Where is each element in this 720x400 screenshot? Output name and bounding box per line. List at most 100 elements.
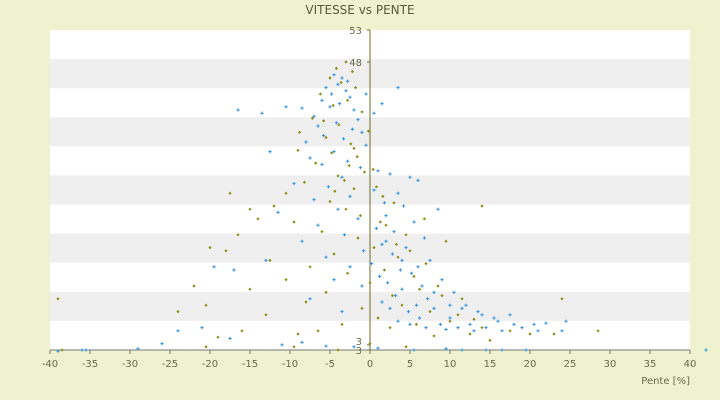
data-point-plus	[376, 169, 380, 173]
data-point-plus	[264, 258, 268, 262]
data-point-plus	[408, 322, 412, 326]
data-point-plus	[268, 150, 272, 154]
data-point-plus	[228, 336, 232, 341]
data-point-plus	[344, 89, 348, 93]
data-point-diamond	[404, 233, 408, 237]
y-tick-label: 3	[356, 346, 362, 357]
data-point-plus	[346, 159, 350, 163]
data-point-plus	[300, 340, 304, 344]
data-point-diamond	[528, 332, 532, 336]
data-point-plus	[320, 162, 324, 166]
data-point-plus	[406, 310, 410, 314]
x-axis-title: Pente [%]	[641, 376, 690, 387]
data-point-plus	[484, 348, 488, 352]
data-point-plus	[380, 300, 384, 304]
data-point-diamond	[508, 329, 512, 333]
x-tick-label: 35	[644, 359, 657, 370]
data-point-diamond	[596, 329, 600, 333]
data-point-plus	[308, 297, 312, 301]
data-point-diamond	[176, 310, 180, 314]
data-point-plus	[436, 207, 440, 211]
data-point-plus	[300, 106, 304, 110]
data-point-diamond	[324, 290, 328, 294]
data-point-diamond	[552, 332, 556, 336]
x-tick-label: -15	[242, 359, 258, 370]
data-point-plus	[492, 316, 496, 320]
data-point-diamond	[460, 297, 464, 301]
data-point-plus	[444, 347, 448, 351]
data-point-plus	[396, 86, 400, 90]
data-point-plus	[336, 207, 340, 211]
x-tick-label: 15	[484, 359, 497, 370]
data-point-diamond	[60, 348, 64, 352]
data-point-diamond	[332, 252, 336, 256]
data-point-diamond	[328, 199, 332, 204]
x-tick-label: -40	[42, 359, 58, 370]
x-tick-label: 40	[684, 359, 697, 370]
data-point-plus	[416, 178, 420, 182]
data-point-diamond	[352, 187, 356, 191]
data-point-diamond	[56, 297, 60, 301]
data-point-plus	[332, 150, 336, 154]
data-point-diamond	[356, 236, 360, 240]
data-point-plus	[304, 140, 308, 144]
data-point-plus	[432, 306, 436, 310]
data-point-plus	[424, 326, 428, 330]
data-points	[56, 60, 708, 353]
data-point-diamond	[337, 123, 341, 127]
data-point-diamond	[320, 230, 324, 234]
data-point-plus	[348, 194, 352, 198]
data-point-diamond	[371, 167, 375, 172]
data-point-diamond	[204, 345, 208, 349]
data-point-plus	[212, 265, 216, 269]
data-point-plus	[444, 327, 448, 332]
x-tick-label: 30	[604, 359, 617, 370]
data-point-plus	[472, 329, 476, 333]
data-point-plus	[460, 348, 464, 352]
data-point-plus	[340, 175, 344, 179]
x-tick-label: 20	[524, 359, 537, 370]
data-point-plus	[232, 268, 236, 272]
data-point-plus	[374, 226, 378, 230]
data-point-diamond	[333, 189, 337, 193]
data-point-plus	[400, 287, 404, 291]
data-point-diamond	[468, 332, 472, 336]
data-point-plus	[428, 258, 432, 262]
data-point-plus	[380, 242, 384, 246]
data-point-diamond	[349, 142, 353, 146]
data-point-plus	[200, 326, 204, 330]
data-point-plus	[326, 185, 330, 189]
data-point-plus	[564, 319, 568, 323]
data-point-diamond	[342, 178, 346, 182]
data-point-plus	[84, 348, 88, 352]
data-point-diamond	[272, 204, 276, 208]
data-point-plus	[280, 343, 284, 347]
data-point-plus	[176, 329, 180, 333]
data-point-diamond	[240, 329, 244, 333]
data-point-diamond	[330, 151, 334, 155]
x-tick-label: -30	[122, 359, 138, 370]
data-point-diamond	[314, 161, 318, 165]
data-point-diamond	[412, 274, 416, 278]
data-point-diamond	[388, 326, 392, 330]
data-point-diamond	[352, 146, 356, 150]
x-tick-label: 5	[407, 359, 413, 370]
data-point-diamond	[418, 287, 422, 291]
data-point-diamond	[374, 185, 378, 189]
data-point-diamond	[292, 345, 296, 349]
data-point-diamond	[382, 268, 386, 272]
data-point-diamond	[308, 265, 312, 269]
data-point-diamond	[392, 201, 396, 205]
data-point-plus	[340, 310, 344, 314]
data-point-diamond	[316, 329, 320, 333]
data-point-diamond	[422, 217, 426, 221]
data-point-diamond	[224, 249, 228, 253]
data-point-diamond	[248, 287, 252, 291]
data-point-plus	[330, 92, 334, 96]
y-ticks: 53 48 33	[349, 26, 370, 357]
data-point-plus	[412, 348, 416, 352]
data-point-plus	[80, 348, 84, 352]
data-point-plus	[396, 191, 400, 195]
data-point-plus	[308, 156, 312, 160]
data-point-plus	[356, 217, 360, 221]
